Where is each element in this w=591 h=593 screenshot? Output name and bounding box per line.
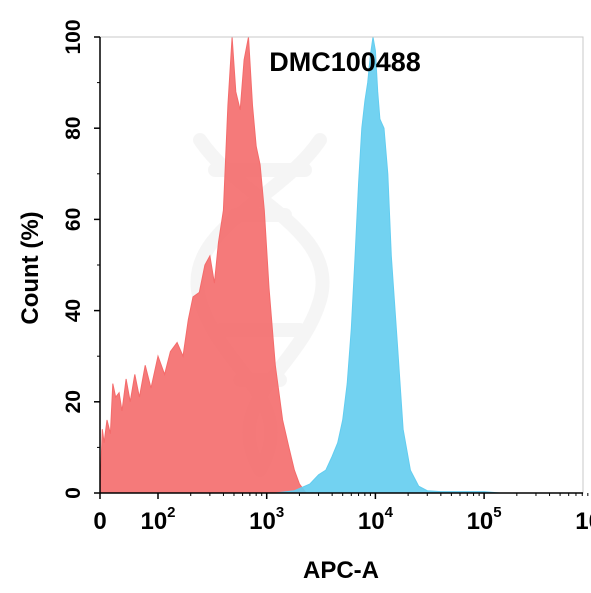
x-axis-ticks: 0 102 103 104 105 106 xyxy=(93,493,591,535)
series-layer xyxy=(99,36,501,494)
y-axis-label: Count (%) xyxy=(17,211,44,324)
y-tick-label: 80 xyxy=(62,117,85,140)
y-axis-ticks: 0 20 40 60 80 100 xyxy=(62,19,100,499)
x-tick-label: 104 xyxy=(358,504,394,535)
series-area-2 xyxy=(275,36,501,494)
x-tick-label: 106 xyxy=(575,504,591,535)
x-tick-label: 103 xyxy=(249,504,284,535)
y-tick-label: 100 xyxy=(62,19,85,54)
x-axis-label: APC-A xyxy=(303,557,379,584)
y-tick-label: 40 xyxy=(62,299,85,322)
x-tick-label: 102 xyxy=(140,504,175,535)
y-tick-label: 20 xyxy=(62,390,85,413)
chart-title: DMC100488 xyxy=(269,47,421,77)
x-tick-label: 0 xyxy=(93,508,106,535)
series-area-1 xyxy=(99,36,307,494)
x-tick-label: 105 xyxy=(467,504,502,535)
y-tick-label: 60 xyxy=(62,208,85,231)
y-tick-label: 0 xyxy=(62,487,85,499)
